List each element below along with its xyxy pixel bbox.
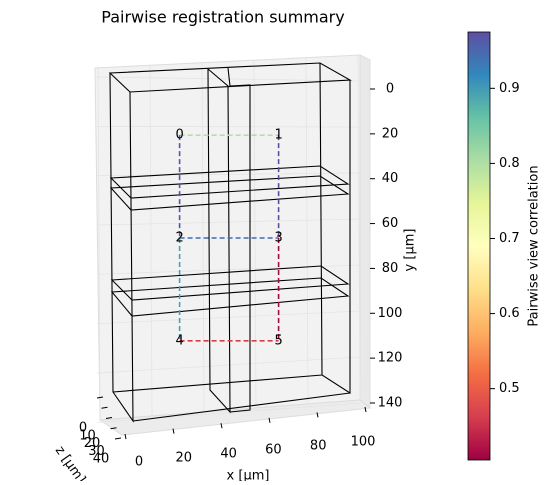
y-tick-label: 20 [382, 126, 399, 141]
tile-boxes [108, 62, 352, 423]
colorbar-tick-label: 0.6 [499, 306, 520, 321]
z-tick [110, 427, 117, 430]
node-label: 3 [274, 231, 282, 246]
z-tick-label: 0 [79, 421, 87, 436]
y-tick-label: 120 [378, 351, 403, 366]
grid-line [96, 76, 361, 82]
node-label: 1 [274, 128, 282, 143]
x-tick-label: 40 [220, 447, 237, 462]
grid-line [97, 67, 101, 421]
y-tick-label: 100 [378, 306, 403, 321]
z-tick-label: 30 [88, 444, 105, 459]
z-tick-label: 40 [93, 452, 110, 467]
grid-line [357, 54, 361, 401]
x-tick-label: 0 [135, 455, 143, 470]
x-tick-label: 100 [351, 435, 376, 450]
z-tick [101, 406, 108, 409]
y-tick-label: 140 [378, 396, 403, 411]
node-label: 5 [274, 333, 282, 348]
pane-grid [96, 54, 361, 423]
colorbar-tick-label: 0.9 [499, 81, 520, 96]
y-tick-label: 0 [386, 82, 394, 97]
x-tick [268, 417, 271, 423]
x-tick [220, 423, 223, 429]
colorbar-tick-label: 0.7 [499, 231, 520, 246]
grid-line [305, 57, 309, 405]
x-tick-label: 60 [265, 443, 282, 458]
z-tick [96, 396, 104, 399]
edges [178, 134, 280, 342]
x-tick-label: 80 [310, 439, 327, 454]
z-tick-label: 10 [79, 428, 96, 443]
node-label: 4 [175, 333, 183, 348]
colorbar-tick-label: 0.5 [499, 381, 520, 396]
y-axis-label: y [µm] [403, 229, 418, 272]
z-tick [114, 437, 122, 440]
grid-line [201, 62, 205, 413]
grid-line [96, 310, 361, 325]
grid-line [96, 356, 361, 374]
y-tick-label: 80 [382, 261, 399, 276]
node-label: 2 [175, 231, 183, 246]
x-tick [316, 412, 319, 418]
colorbar [467, 31, 491, 461]
x-tick [124, 433, 127, 440]
chart-title: Pairwise registration summary [101, 8, 344, 27]
colorbar-label: Pairwise view correlation [527, 165, 542, 326]
y-tick-label: 40 [382, 171, 399, 186]
grid-line [96, 402, 361, 423]
grid-line [253, 60, 257, 409]
panes [94, 54, 372, 436]
x-tick-label: 20 [176, 451, 193, 466]
z-tick-label: 20 [84, 436, 101, 451]
x-tick [364, 406, 367, 413]
node-label: 0 [175, 128, 183, 143]
x-tick [172, 428, 175, 434]
grid-line [149, 65, 153, 417]
x-axis-label: x [µm] [227, 469, 270, 482]
y-tick-label: 60 [382, 216, 399, 231]
colorbar-tick-label: 0.8 [499, 156, 520, 171]
z-tick [105, 417, 113, 419]
